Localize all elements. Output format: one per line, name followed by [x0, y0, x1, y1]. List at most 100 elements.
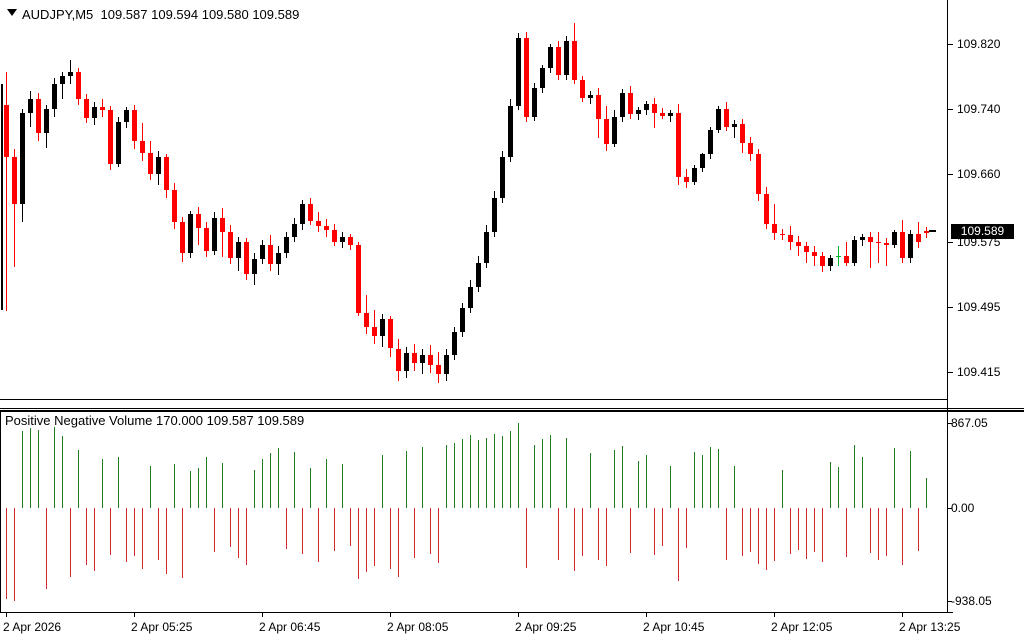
time-tick	[262, 613, 263, 617]
candle-body	[620, 92, 625, 117]
time-axis-label: 2 Apr 05:25	[131, 620, 193, 634]
candle-wick	[70, 60, 71, 85]
price-tick	[947, 372, 953, 373]
volume-bar	[342, 463, 343, 509]
candle-body	[876, 241, 881, 244]
time-tick	[518, 613, 519, 617]
candle-wick	[374, 309, 375, 344]
candle-body	[28, 99, 33, 113]
price-tick	[947, 44, 953, 45]
candle-body	[252, 258, 257, 274]
candle-body	[676, 112, 681, 177]
candle-body	[380, 319, 385, 336]
candle-body	[20, 112, 25, 205]
volume-bar	[790, 508, 791, 555]
candle-body	[508, 105, 513, 158]
candle-body	[356, 244, 361, 313]
time-tick	[6, 613, 7, 617]
pane-separator-line[interactable]	[0, 408, 1024, 409]
candle-body	[36, 99, 41, 134]
volume-bar	[646, 455, 647, 509]
volume-bar	[502, 436, 503, 509]
volume-bar	[886, 508, 887, 556]
pane-separator-band[interactable]	[0, 410, 1024, 412]
volume-bar	[838, 467, 839, 509]
volume-bar	[766, 508, 767, 570]
volume-bar	[334, 508, 335, 552]
volume-bar	[222, 463, 223, 509]
volume-bar	[542, 439, 543, 509]
candle-body	[404, 353, 409, 372]
volume-bar	[158, 508, 159, 560]
candle-body	[132, 110, 137, 142]
candle-body	[540, 68, 545, 88]
volume-bar	[782, 469, 783, 509]
candle-body	[164, 157, 169, 190]
volume-bar	[166, 508, 167, 574]
candle-body	[316, 220, 321, 227]
volume-bar	[726, 508, 727, 560]
candle-body	[636, 110, 641, 115]
volume-bar	[918, 508, 919, 552]
time-tick	[902, 613, 903, 617]
volume-bar	[814, 508, 815, 553]
volume-bar	[142, 508, 143, 569]
volume-bar	[62, 436, 63, 509]
price-chart-pane[interactable]	[0, 0, 947, 399]
volume-indicator-pane[interactable]	[0, 412, 947, 612]
candle-body	[420, 354, 425, 364]
time-axis-label: 2 Apr 08:05	[387, 620, 449, 634]
candle-body	[564, 40, 569, 75]
candle-body	[900, 231, 905, 258]
volume-bar	[126, 508, 127, 562]
time-axis-label: 2 Apr 13:25	[899, 620, 961, 634]
volume-bar	[638, 461, 639, 509]
volume-bar	[350, 508, 351, 547]
symbol-dropdown-icon[interactable]	[7, 9, 17, 16]
price-axis-line	[947, 0, 948, 613]
volume-bar	[910, 450, 911, 509]
volume-bar	[14, 508, 15, 601]
time-tick	[390, 613, 391, 617]
candle-wick	[806, 241, 807, 263]
volume-bar	[662, 508, 663, 546]
candle-body	[92, 107, 97, 119]
price-tick	[947, 173, 953, 175]
candle-wick	[6, 72, 7, 312]
volume-bar	[758, 508, 759, 564]
volume-bar	[742, 508, 743, 556]
volume-bar	[310, 467, 311, 509]
candle-body	[308, 204, 313, 221]
volume-bar	[318, 508, 319, 563]
price-axis-label: 109.820	[957, 37, 1001, 51]
price-tick	[947, 108, 953, 110]
candle-body	[196, 214, 201, 228]
candle-body	[532, 87, 537, 117]
candle-body	[68, 72, 73, 77]
candle-body	[892, 231, 897, 245]
volume-bar	[286, 508, 287, 550]
candle-body	[108, 110, 113, 164]
volume-bar	[206, 457, 207, 509]
candle-body	[860, 236, 865, 240]
candle-body	[684, 176, 689, 182]
candle-body	[788, 235, 793, 242]
candle-body	[828, 257, 833, 266]
candle-body	[924, 231, 929, 233]
volume-bar	[582, 508, 583, 556]
candle-body	[580, 80, 585, 99]
candle-body	[100, 107, 105, 111]
price-axis-label: 109.740	[957, 101, 1001, 116]
volume-bar	[54, 427, 55, 509]
candle-body	[724, 108, 729, 128]
volume-bar	[902, 508, 903, 566]
candle-body	[612, 116, 617, 144]
candle-body	[820, 256, 825, 266]
volume-bar	[702, 454, 703, 509]
volume-bar	[822, 508, 823, 563]
volume-bar	[366, 508, 367, 572]
volume-bar	[630, 508, 631, 553]
candle-body	[180, 222, 185, 253]
volume-bar	[406, 450, 407, 509]
candle-body	[324, 226, 329, 231]
